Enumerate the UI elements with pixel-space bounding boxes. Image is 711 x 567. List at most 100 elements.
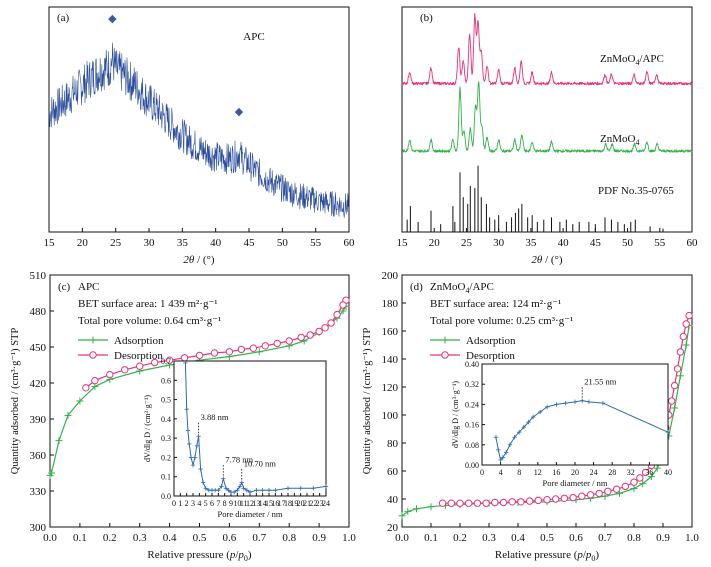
x-tick-label: 30 (144, 237, 156, 249)
adsorption-point (404, 508, 412, 516)
y-axis-label: Quantity adsorbed / (cm³·g⁻¹) STP (362, 328, 373, 475)
peak-annotation: 7.78 nm (225, 455, 253, 465)
inset-y-tick-label: 0.5 (161, 396, 171, 405)
x-axis-label: 2θ / (°) (183, 254, 215, 266)
x-tick-label: 0.2 (453, 532, 467, 544)
xrd-series-znmoo4-apc (401, 12, 693, 86)
desorption-point (604, 487, 612, 495)
pore-size-point (266, 488, 272, 493)
peak-annotation: 21.55 nm (584, 377, 617, 387)
legend-marker-desorption (89, 351, 97, 359)
desorption-point (685, 311, 693, 320)
inset-x-tick-label: 10 (233, 499, 241, 508)
x-tick-label: 50 (277, 237, 289, 249)
desorption-point (586, 491, 595, 499)
pore-size-point (311, 486, 316, 491)
desorption-point (285, 337, 293, 345)
x-tick-label: 50 (622, 237, 634, 249)
desorption-point (456, 499, 464, 507)
desorption-point (508, 498, 516, 506)
inset-y-tick-label: 0.6 (161, 376, 171, 385)
inset-x-tick-label: 8 (223, 499, 227, 508)
desorption-point (438, 499, 447, 507)
inset-x-tick-label: 9 (229, 499, 233, 508)
desorption-point (315, 327, 323, 336)
y-tick-label: 200 (382, 270, 399, 282)
desorption-point (447, 499, 455, 507)
x-tick-label: 45 (244, 237, 256, 249)
pore-size-point (285, 486, 291, 491)
pore-size-point (244, 488, 250, 493)
desorption-point (679, 332, 687, 341)
x-tick-label: 20 (77, 237, 89, 249)
inset-y-tick-label: 0.08 (465, 441, 479, 450)
y-tick-label: 180 (382, 298, 399, 310)
pore-size-point (237, 484, 243, 489)
desorption-point (121, 366, 129, 374)
desorption-point (339, 301, 347, 309)
adsorption-point (427, 503, 435, 511)
pore-size-point (192, 455, 198, 460)
x-tick-label: 0.7 (252, 532, 266, 544)
desorption-point (668, 397, 676, 405)
inset-x-tick-label: 36 (645, 468, 653, 477)
peak-marker-diamond: ◆ (108, 13, 117, 25)
inset-x-tick-label: 21 (303, 499, 311, 508)
desorption-point (560, 494, 569, 502)
desorption-point (636, 474, 644, 482)
desorption-point (676, 348, 685, 356)
inset-x-tick-label: 20 (571, 468, 579, 477)
series-label-pdf: PDF No.35-0765 (598, 185, 674, 197)
pore-size-point (247, 489, 253, 495)
pore-size-point (203, 486, 208, 491)
inset-x-tick-label: 15 (265, 499, 273, 508)
adsorption-point (647, 473, 655, 481)
pore-size-point (194, 443, 199, 449)
x-tick-label: 0.3 (133, 532, 147, 544)
pore-size-point (231, 489, 237, 495)
adsorption-point (671, 404, 679, 412)
desorption-point (273, 339, 281, 348)
desorption-point (641, 468, 650, 477)
adsorption-point (413, 505, 420, 513)
xrd-series-znmoo4 (401, 81, 693, 153)
x-tick-label: 40 (558, 237, 570, 249)
inset-y-tick-label: 0.2 (161, 453, 171, 462)
inset-x-tick-label: 18 (284, 499, 292, 508)
x-tick-label: 1.0 (685, 532, 699, 544)
pore-size-point (187, 441, 192, 447)
y-tick-label: 390 (30, 414, 47, 426)
inset-x-tick-label: 5 (204, 499, 208, 508)
desorption-point (237, 345, 246, 354)
adsorption-point (255, 348, 263, 356)
x-tick-label: 0.8 (282, 532, 296, 544)
desorption-point (630, 478, 638, 486)
pore-size-point (496, 447, 501, 453)
x-axis-label: Relative pressure (p/p0) (495, 549, 600, 563)
x-axis-label: Relative pressure (p/p0) (147, 549, 252, 563)
x-tick-label: 35 (525, 237, 537, 249)
pore-size-point (188, 455, 194, 460)
x-tick-label: 0.1 (73, 532, 87, 544)
panel-label-d: (d) (410, 281, 423, 293)
x-tick-label: 15 (397, 237, 409, 249)
x-tick-label: 0.6 (569, 532, 583, 544)
legend-label-desorption: Desorption (114, 350, 163, 362)
inset-x-tick-label: 4 (499, 468, 503, 477)
pore-size-point (572, 399, 578, 405)
inset-y-tick-label: 0.16 (465, 421, 479, 430)
pore-size-point (183, 360, 188, 366)
desorption-point (165, 356, 174, 364)
desorption-point (261, 342, 269, 350)
pore-size-point (254, 488, 259, 493)
inset-x-tick-label: 24 (590, 468, 598, 477)
xrd-series-apc (48, 42, 349, 218)
x-tick-label: 55 (310, 237, 322, 249)
inset-x-axis-label: Pore diameter / nm (543, 478, 608, 488)
inset-x-tick-label: 16 (552, 468, 560, 477)
desorption-point (595, 489, 603, 498)
legend-label-desorption: Desorption (466, 350, 515, 362)
x-tick-label: 60 (344, 237, 356, 249)
x-tick-label: 20 (429, 237, 441, 249)
y-tick-label: 300 (30, 522, 47, 534)
